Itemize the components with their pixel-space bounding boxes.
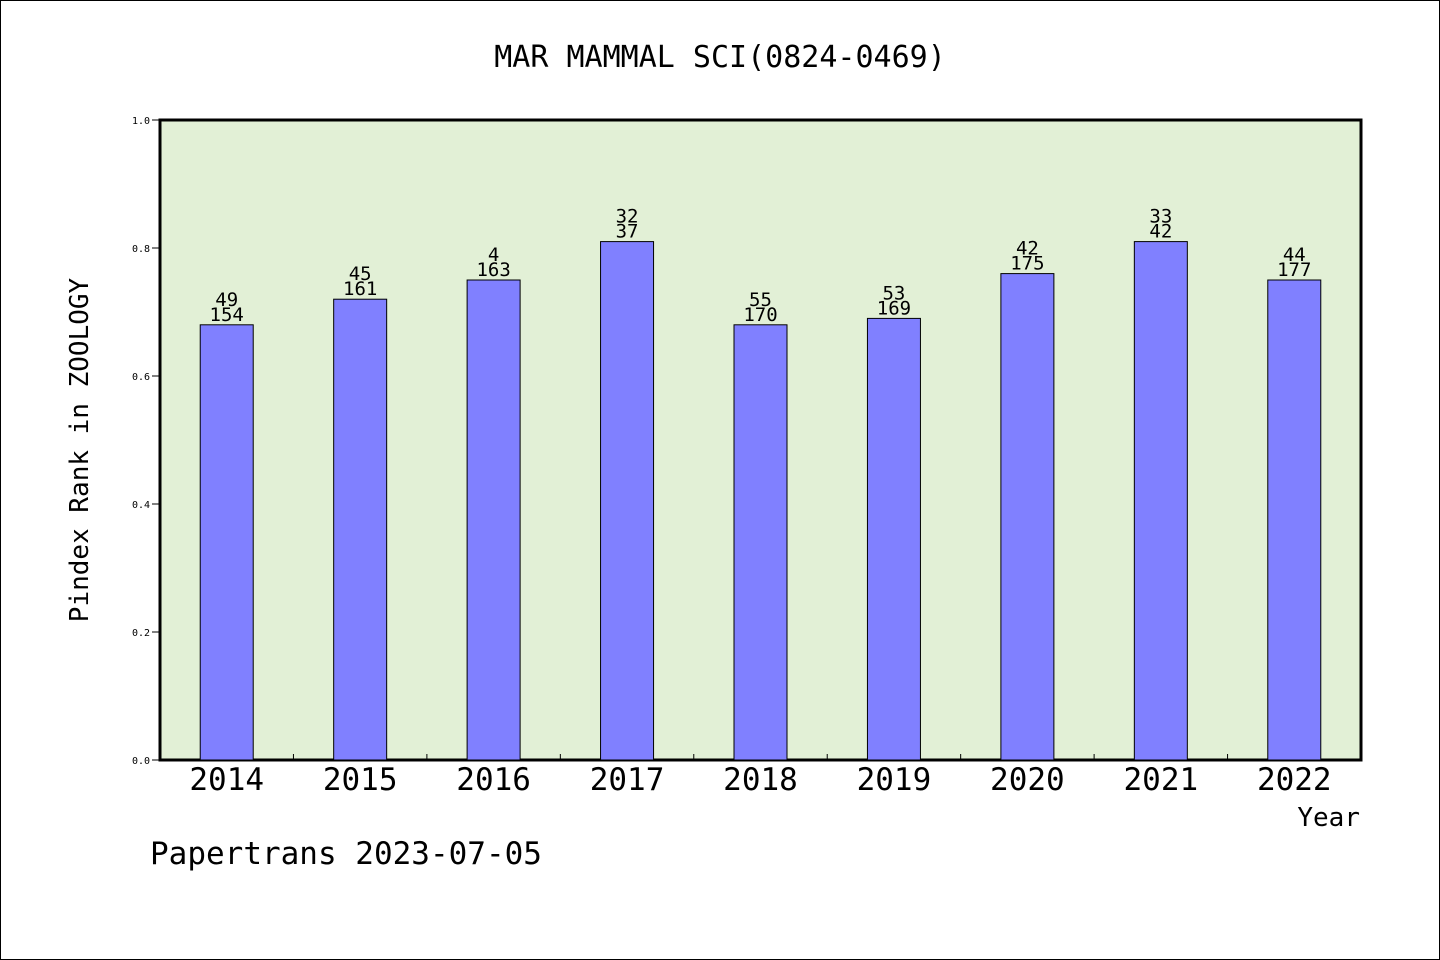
y-tick-label: 0.2 (132, 628, 150, 639)
bar-label-top: 4 (488, 244, 499, 266)
bar-label-bottom: 37 (616, 221, 639, 243)
footer-text: Papertrans 2023-07-05 (150, 836, 542, 872)
x-axis: 2014 2015 2016 2017 2018 2019 2020 2021 2022 (189, 754, 1332, 798)
x-tick-label: 2017 (590, 762, 665, 798)
x-tick-label: 2021 (1124, 762, 1199, 798)
bar-label-bottom: 161 (343, 278, 377, 300)
bar-label-top: 44 (1283, 244, 1306, 266)
bar-label-bottom: 42 (1149, 221, 1172, 243)
y-axis-label: Pindex Rank in ZOOLOGY (65, 277, 95, 622)
y-tick-label: 0.6 (132, 372, 150, 383)
bar-label-top: 55 (749, 289, 772, 311)
x-tick-label: 2014 (189, 762, 264, 798)
bar (333, 298, 388, 761)
bar (600, 241, 655, 761)
bar-label-top: 33 (1149, 206, 1172, 228)
x-tick-label: 2016 (456, 762, 531, 798)
bar (1267, 279, 1322, 761)
bar-label-top: 49 (215, 289, 238, 311)
bar (733, 324, 788, 761)
x-axis-label: Year (1297, 803, 1360, 833)
bar (1000, 273, 1055, 761)
x-tick-label: 2019 (857, 762, 932, 798)
chart-title: MAR MAMMAL SCI(0824-0469) (494, 40, 946, 75)
bar-label-top: 45 (349, 263, 372, 285)
x-tick-label: 2015 (323, 762, 398, 798)
bar-label-top: 42 (1016, 238, 1039, 260)
x-tick-label: 2018 (723, 762, 798, 798)
bar-label-bottom: 175 (1010, 253, 1044, 275)
x-tick-label: 2020 (990, 762, 1065, 798)
bar-label-bottom: 170 (743, 304, 777, 326)
bar-label-top: 32 (616, 206, 639, 228)
y-tick-label: 0.4 (132, 500, 150, 511)
bar-label-top: 53 (882, 282, 905, 304)
x-tick-label: 2022 (1257, 762, 1332, 798)
y-axis: 0.0 0.2 0.4 0.6 0.8 1.0 (132, 116, 160, 767)
y-tick-label: 0.8 (132, 244, 150, 255)
y-tick-label: 0.0 (132, 756, 150, 767)
bar (466, 279, 521, 761)
bar-label-bottom: 163 (476, 259, 510, 281)
bar (199, 324, 254, 761)
bar (1133, 241, 1188, 761)
bar (866, 317, 921, 761)
bar-label-bottom: 169 (877, 297, 911, 319)
bars: 4915445161416332375517053169421753342441… (199, 206, 1322, 761)
bar-label-bottom: 154 (210, 304, 244, 326)
bar-label-bottom: 177 (1277, 259, 1311, 281)
y-tick-label: 1.0 (132, 116, 150, 127)
